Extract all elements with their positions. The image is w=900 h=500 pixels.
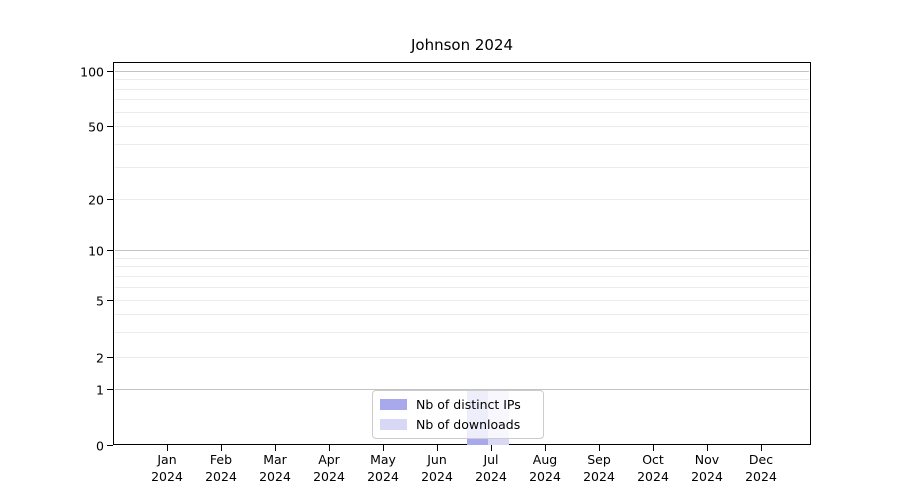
gridline-minor: [115, 331, 809, 333]
x-tick-mark: [707, 445, 708, 451]
x-tick-year: 2024: [475, 469, 507, 484]
y-tick-label: 100: [80, 64, 104, 79]
y-tick-label: 10: [88, 243, 104, 258]
plot-area: [113, 62, 811, 445]
x-tick-label: Apr 2024: [313, 451, 345, 485]
x-tick-mark: [545, 445, 546, 451]
gridline-minor: [115, 275, 809, 277]
x-tick-year: 2024: [637, 469, 669, 484]
gridline-tick: [115, 300, 809, 301]
x-tick-year: 2024: [313, 469, 345, 484]
gridline-tick: [115, 199, 809, 200]
y-tick-mark: [107, 389, 113, 390]
x-tick-month: Aug: [532, 452, 558, 467]
x-tick-label: Feb 2024: [205, 451, 237, 485]
x-tick-label: Jan 2024: [151, 451, 183, 485]
x-tick-label: Mar 2024: [259, 451, 291, 485]
y-tick-label: 2: [96, 350, 104, 365]
x-tick-month: Feb: [209, 452, 233, 467]
y-tick-mark: [107, 300, 113, 301]
x-tick-month: Dec: [748, 452, 774, 467]
x-tick-year: 2024: [205, 469, 237, 484]
gridline-minor: [115, 266, 809, 268]
y-tick-mark: [107, 71, 113, 72]
x-tick-month: Mar: [263, 452, 287, 467]
x-tick-mark: [491, 445, 492, 451]
x-tick-mark: [329, 445, 330, 451]
x-tick-year: 2024: [367, 469, 399, 484]
x-tick-year: 2024: [691, 469, 723, 484]
gridline-minor: [115, 166, 809, 168]
y-tick-label: 1: [96, 382, 104, 397]
x-tick-mark: [653, 445, 654, 451]
legend-item: Nb of downloads: [380, 417, 534, 432]
gridline-minor: [115, 143, 809, 145]
legend-label: Nb of downloads: [416, 417, 521, 432]
x-tick-mark: [383, 445, 384, 451]
gridline-minor: [115, 111, 809, 113]
y-tick-mark: [107, 445, 113, 446]
x-tick-month: Apr: [318, 452, 340, 467]
x-tick-year: 2024: [583, 469, 615, 484]
x-tick-month: Oct: [642, 452, 664, 467]
x-tick-label: Aug 2024: [529, 451, 561, 485]
x-tick-year: 2024: [259, 469, 291, 484]
legend-item: Nb of distinct IPs: [380, 397, 534, 412]
gridline-minor: [115, 99, 809, 101]
gridline-tick: [115, 357, 809, 358]
gridline-tick: [115, 126, 809, 127]
gridline-major: [115, 389, 809, 390]
y-tick-mark: [107, 357, 113, 358]
gridline-minor: [115, 286, 809, 288]
chart-title: Johnson 2024: [410, 36, 514, 54]
y-tick-mark: [107, 199, 113, 200]
gridline-major: [115, 71, 809, 72]
y-tick-label: 5: [96, 293, 104, 308]
x-tick-label: Oct 2024: [637, 451, 669, 485]
x-tick-mark: [275, 445, 276, 451]
x-tick-label: Jun 2024: [421, 451, 453, 485]
x-tick-month: Jun: [427, 452, 447, 467]
gridline-minor: [115, 79, 809, 81]
gridline-minor: [115, 88, 809, 90]
x-tick-month: Sep: [587, 452, 611, 467]
gridline-major: [115, 250, 809, 251]
gridline-minor: [115, 257, 809, 259]
x-tick-year: 2024: [151, 469, 183, 484]
x-tick-mark: [437, 445, 438, 451]
y-tick-label: 50: [88, 119, 104, 134]
legend-swatch: [380, 399, 407, 410]
x-tick-label: Dec 2024: [745, 451, 777, 485]
x-tick-month: Jan: [157, 452, 177, 467]
x-tick-month: May: [370, 452, 396, 467]
x-tick-label: Jul 2024: [475, 451, 507, 485]
y-tick-label: 0: [96, 438, 104, 453]
x-tick-mark: [599, 445, 600, 451]
x-tick-label: May 2024: [367, 451, 399, 485]
x-tick-month: Nov: [694, 452, 720, 467]
x-tick-mark: [761, 445, 762, 451]
gridline-minor: [115, 313, 809, 315]
x-tick-mark: [221, 445, 222, 451]
y-tick-mark: [107, 126, 113, 127]
x-tick-month: Jul: [483, 452, 499, 467]
x-tick-year: 2024: [421, 469, 453, 484]
x-tick-year: 2024: [529, 469, 561, 484]
legend: Nb of distinct IPs Nb of downloads: [372, 390, 544, 439]
legend-label: Nb of distinct IPs: [416, 397, 521, 412]
x-tick-mark: [167, 445, 168, 451]
x-tick-label: Nov 2024: [691, 451, 723, 485]
legend-swatch: [380, 419, 407, 430]
x-tick-label: Sep 2024: [583, 451, 615, 485]
y-tick-mark: [107, 250, 113, 251]
y-tick-label: 20: [88, 192, 104, 207]
x-tick-year: 2024: [745, 469, 777, 484]
